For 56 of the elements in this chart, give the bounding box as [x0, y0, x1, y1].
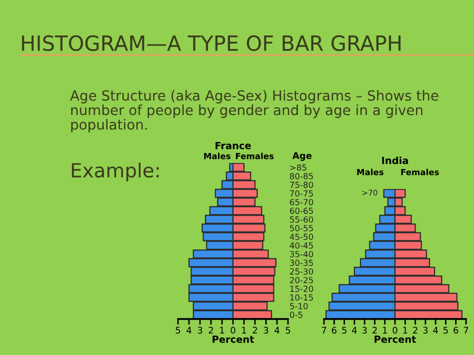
y-tick-label: 65-70 — [290, 198, 314, 206]
x-tick-label: 1 — [220, 326, 224, 334]
x-tick-label: 2 — [208, 326, 213, 334]
y-tick-label: 35-40 — [290, 250, 314, 258]
y-tick-label: 55-60 — [290, 216, 314, 223]
y-tick-label: 0-5 — [290, 312, 302, 318]
x-tick-label: 0 — [230, 326, 236, 334]
y-tick-label: 50-55 — [290, 224, 313, 232]
series-label: Females — [401, 168, 439, 176]
x-axis-title: Percent — [374, 336, 416, 343]
y-axis-title: Age — [292, 152, 312, 161]
x-tick-label: 4 — [352, 326, 357, 334]
x-tick-label: 5 — [342, 326, 346, 334]
x-tick-label: 1 — [242, 326, 246, 334]
series-label: Males — [204, 152, 230, 160]
x-tick-label: 0 — [392, 326, 398, 334]
x-tick-label: 7 — [322, 326, 326, 334]
chart-title: India — [382, 156, 408, 164]
y-tick-label: 60-65 — [290, 208, 313, 214]
x-tick-label: 5 — [286, 326, 290, 334]
text: HISTOGRAM—A TYPE OF BAR GRAPH — [22, 35, 401, 52]
chart-title: France — [216, 142, 251, 150]
x-tick-label: 3 — [423, 326, 428, 334]
y-tick-label: >85 — [290, 164, 306, 171]
text: Age Structure (aka Age-Sex) Histograms – Shows the number of people by gender and by age in a given population. — [70, 90, 438, 132]
x-tick-label: 4 — [274, 326, 280, 334]
x-tick-label: 4 — [186, 326, 192, 334]
x-tick-label: 7 — [464, 326, 468, 334]
x-tick-label: 6 — [332, 326, 336, 334]
text: Example: — [72, 162, 159, 182]
x-tick-label: 5 — [176, 326, 180, 334]
y-tick-label: 25-30 — [290, 268, 314, 275]
x-tick-label: 1 — [382, 326, 387, 334]
series-label: Females — [236, 152, 274, 160]
x-tick-label: 5 — [444, 326, 448, 334]
y-tick-label: 80-85 — [290, 172, 313, 180]
series-label: Males — [357, 168, 384, 176]
y-tick-label: 20-25 — [290, 276, 313, 284]
y-tick-label: 10-15 — [290, 294, 313, 301]
y-tick-label: 40-45 — [290, 242, 313, 249]
x-tick-label: 3 — [362, 326, 367, 334]
x-tick-label: 4 — [433, 326, 438, 334]
x-tick-label: 2 — [413, 326, 418, 334]
y-tick-label: 30-35 — [290, 260, 313, 266]
y-tick-label: 15-20 — [290, 286, 314, 292]
x-tick-label: 3 — [198, 326, 202, 334]
y-tick-label: 75-80 — [290, 182, 314, 188]
x-tick-label: 2 — [372, 326, 377, 334]
x-tick-label: 1 — [403, 326, 408, 334]
x-tick-label: 6 — [454, 326, 458, 334]
x-axis-title: Percent — [212, 336, 254, 343]
x-tick-label: 2 — [252, 326, 257, 334]
x-tick-label: 3 — [264, 326, 268, 334]
y-tick-label: 70-75 — [290, 190, 313, 197]
y-tick-label: 5-10 — [290, 302, 308, 310]
y-tick-label: 45-50 — [290, 234, 314, 240]
